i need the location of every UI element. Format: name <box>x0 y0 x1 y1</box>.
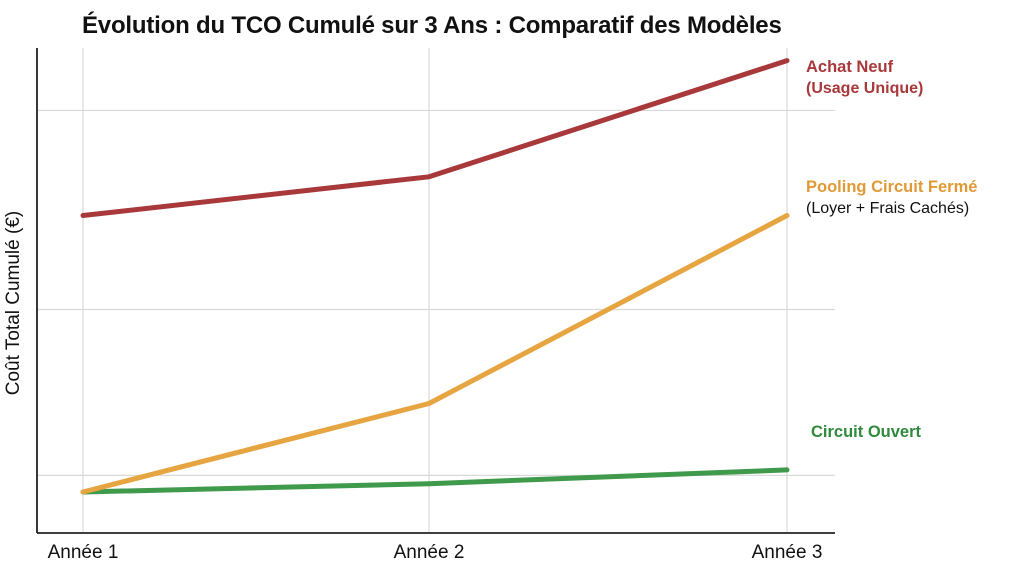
chart-title: Évolution du TCO Cumulé sur 3 Ans : Comp… <box>82 12 782 39</box>
series-layer <box>80 58 790 495</box>
axis-layer <box>36 48 835 534</box>
x-tick-label: Année 2 <box>393 542 465 563</box>
series-line-0 <box>80 58 790 218</box>
series-sublabel-0: (Usage Unique) <box>806 80 924 97</box>
series-label-2: Circuit Ouvert <box>811 423 922 441</box>
x-tick-label: Année 3 <box>751 542 823 563</box>
x-tick-label: Année 1 <box>47 542 119 563</box>
series-sublabel-1: (Loyer + Frais Cachés) <box>806 200 970 217</box>
series-label-1: Pooling Circuit Fermé <box>806 178 978 196</box>
series-line-1 <box>80 213 790 495</box>
grid-layer <box>37 48 835 533</box>
series-line-2 <box>80 467 790 495</box>
series-label-0: Achat Neuf <box>806 58 894 76</box>
